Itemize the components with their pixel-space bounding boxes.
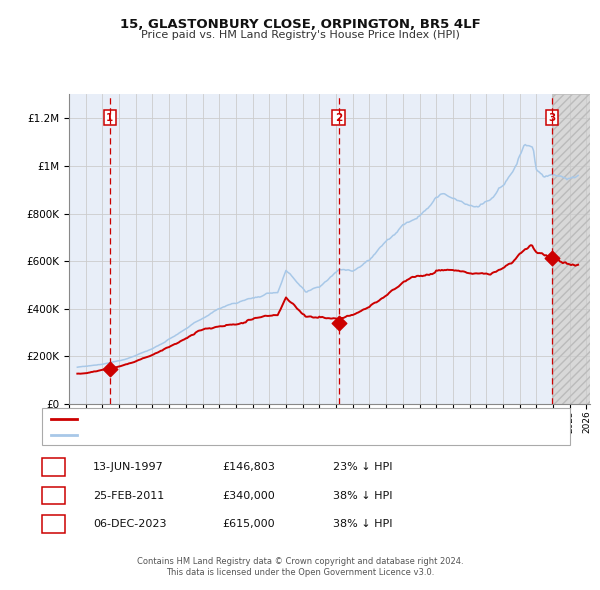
- Text: 06-DEC-2023: 06-DEC-2023: [93, 519, 167, 529]
- Text: 38% ↓ HPI: 38% ↓ HPI: [333, 519, 392, 529]
- Text: Price paid vs. HM Land Registry's House Price Index (HPI): Price paid vs. HM Land Registry's House …: [140, 30, 460, 40]
- Bar: [552, 94, 590, 404]
- Text: 13-JUN-1997: 13-JUN-1997: [93, 463, 164, 472]
- Text: £340,000: £340,000: [222, 491, 275, 500]
- Text: 25-FEB-2011: 25-FEB-2011: [93, 491, 164, 500]
- Text: 2: 2: [335, 113, 342, 123]
- Text: £615,000: £615,000: [222, 519, 275, 529]
- Point: [334, 319, 343, 328]
- Text: 2: 2: [50, 491, 57, 500]
- Text: 15, GLASTONBURY CLOSE, ORPINGTON, BR5 4LF (detached house): 15, GLASTONBURY CLOSE, ORPINGTON, BR5 4L…: [81, 414, 408, 424]
- Text: 1: 1: [50, 463, 57, 472]
- Bar: [552, 94, 590, 404]
- Text: HPI: Average price, detached house, Bromley: HPI: Average price, detached house, Brom…: [81, 430, 302, 440]
- Text: 3: 3: [548, 113, 556, 123]
- Text: Contains HM Land Registry data © Crown copyright and database right 2024.: Contains HM Land Registry data © Crown c…: [137, 558, 463, 566]
- Text: 3: 3: [50, 519, 57, 529]
- Point: [547, 253, 557, 263]
- Text: 38% ↓ HPI: 38% ↓ HPI: [333, 491, 392, 500]
- Text: 15, GLASTONBURY CLOSE, ORPINGTON, BR5 4LF: 15, GLASTONBURY CLOSE, ORPINGTON, BR5 4L…: [119, 18, 481, 31]
- Text: 1: 1: [106, 113, 113, 123]
- Point: [105, 365, 115, 374]
- Text: 23% ↓ HPI: 23% ↓ HPI: [333, 463, 392, 472]
- Text: £146,803: £146,803: [222, 463, 275, 472]
- Text: This data is licensed under the Open Government Licence v3.0.: This data is licensed under the Open Gov…: [166, 568, 434, 577]
